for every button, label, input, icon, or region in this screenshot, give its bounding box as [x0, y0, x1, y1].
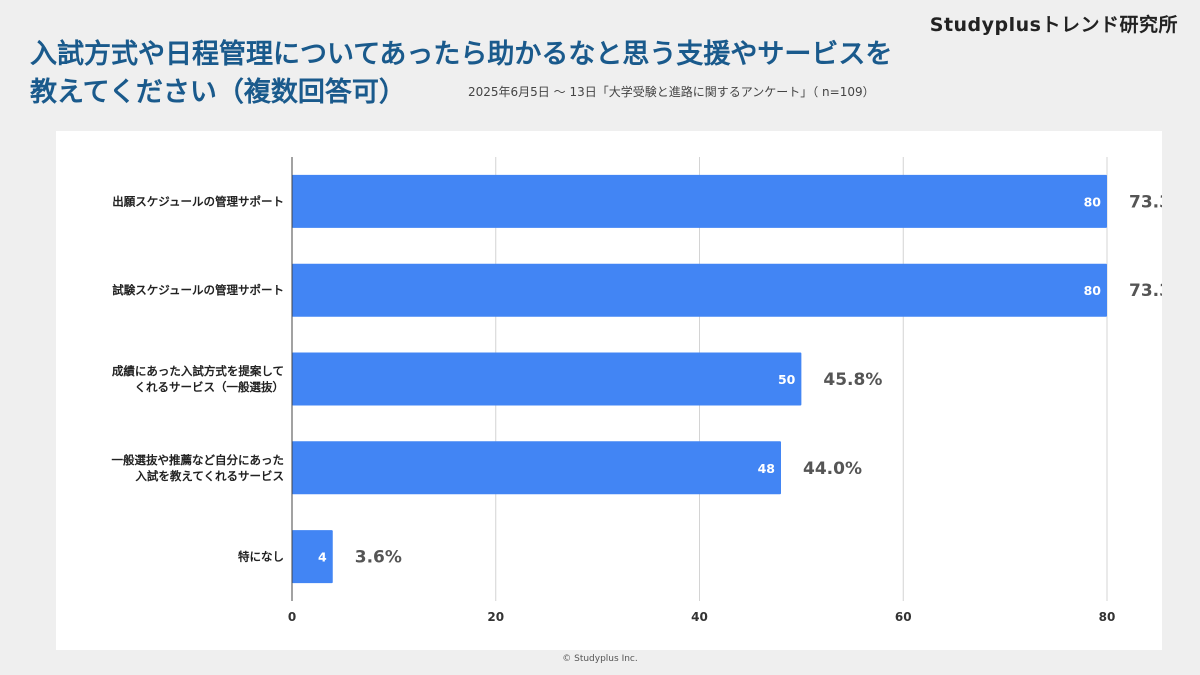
bar-value-label: 4 [318, 550, 327, 565]
bar [292, 530, 333, 584]
bar [292, 263, 1107, 317]
category-label: 出願スケジュールの管理サポート [112, 194, 284, 208]
brand-logo-text: Studyplusトレンド研究所 [929, 14, 1178, 36]
category-label: 入試を教えてくれるサービス [135, 469, 284, 483]
x-tick-label: 60 [895, 610, 912, 624]
percent-label: 44.0% [803, 459, 862, 479]
bar [292, 174, 1107, 228]
bar-chart: 0 20 40 60 80 出願スケジュールの管理サポート 80 73.3% 試験スケジュールの… [112, 157, 1162, 624]
category-label: 試験スケジュールの管理サポート [112, 283, 284, 297]
x-tick-label: 20 [487, 610, 504, 624]
title-line-2: 教えてください（複数回答可） [30, 77, 406, 108]
category-label: くれるサービス（一般選抜） [135, 380, 285, 394]
category-label: 成績にあった入試方式を提案して [112, 364, 284, 378]
bar-value-label: 80 [1084, 283, 1102, 298]
copyright: © Studyplus Inc. [562, 654, 638, 664]
chart-panel: 0 20 40 60 80 出願スケジュールの管理サポート 80 73.3% 試験スケジュールの… [56, 131, 1162, 650]
category-label: 特になし [238, 550, 284, 564]
bar-value-label: 50 [778, 372, 796, 387]
survey-subtitle: 2025年6月5日 〜 13日「大学受験と進路に関するアンケート」（ n=109… [468, 85, 875, 99]
x-tick-label: 40 [691, 610, 708, 624]
percent-label: 3.6% [355, 548, 402, 568]
category-label: 一般選抜や推薦など自分にあった [112, 453, 285, 467]
percent-label: 73.3% [1129, 281, 1162, 301]
title-line-1: 入試方式や日程管理についてあったら助かるなと思う支援やサービスを [30, 39, 893, 70]
page-title: 入試方式や日程管理についてあったら助かるなと思う支援やサービスを 教えてください… [30, 36, 1030, 112]
percent-label: 45.8% [823, 370, 882, 390]
percent-label: 73.3% [1129, 192, 1162, 212]
x-tick-label: 80 [1099, 610, 1116, 624]
x-tick-label: 0 [288, 610, 296, 624]
bar [292, 352, 802, 406]
bar-value-label: 80 [1084, 194, 1102, 209]
bar [292, 441, 781, 495]
bar-value-label: 48 [758, 461, 775, 476]
